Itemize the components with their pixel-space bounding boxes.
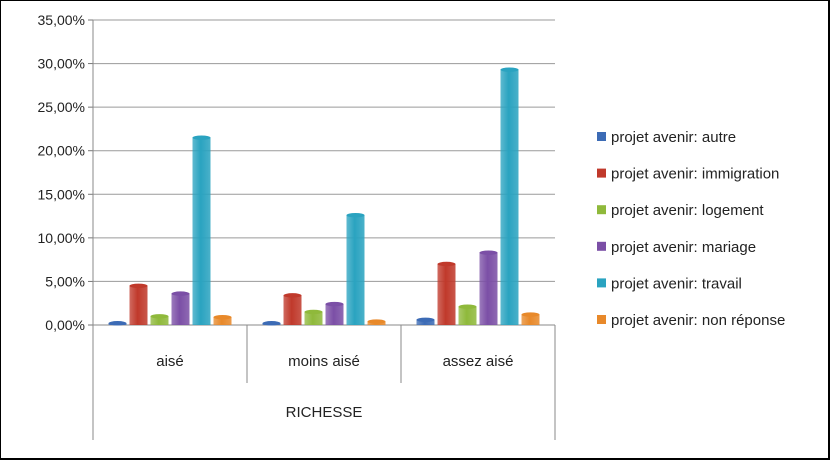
y-tick-label: 25,00% xyxy=(38,99,85,115)
bar xyxy=(521,314,540,325)
category-label: aisé xyxy=(156,353,184,370)
bar xyxy=(479,252,498,325)
bar xyxy=(346,215,365,325)
legend-swatch xyxy=(597,205,606,215)
bar-top xyxy=(479,250,498,255)
category-label: moins aisé xyxy=(288,353,360,370)
bar xyxy=(416,319,435,325)
bar-top xyxy=(304,309,323,315)
legend-swatch xyxy=(597,132,606,141)
legend-swatch xyxy=(597,168,606,178)
bar-top xyxy=(500,67,519,72)
bar-top xyxy=(108,321,127,326)
bar xyxy=(500,69,519,326)
legend-swatch xyxy=(597,278,606,288)
y-tick-label: 10,00% xyxy=(38,230,85,246)
bars xyxy=(108,67,540,326)
bar-top xyxy=(437,261,456,267)
bar-top xyxy=(458,304,477,309)
bar xyxy=(129,285,148,325)
x-axis-title: RICHESSE xyxy=(286,404,363,421)
bar-top xyxy=(367,319,386,324)
legend-swatch xyxy=(597,241,606,251)
bar-top xyxy=(416,317,435,322)
bar-top xyxy=(171,291,190,296)
legend: projet avenir: autre projet avenir: immig… xyxy=(597,129,785,329)
legend-label: projet avenir: mariage xyxy=(611,239,756,256)
bar xyxy=(325,304,344,325)
bar xyxy=(192,137,211,325)
y-tick-label: 15,00% xyxy=(38,186,85,202)
y-tick-label: 30,00% xyxy=(38,56,85,72)
y-tick-label: 0,00% xyxy=(45,317,85,333)
bar-top xyxy=(283,293,302,298)
axes xyxy=(88,19,556,440)
bar xyxy=(458,306,477,325)
bar-top xyxy=(213,314,232,320)
bar xyxy=(437,264,456,325)
bar-top xyxy=(192,135,211,140)
bar xyxy=(150,316,169,325)
bar-top xyxy=(346,213,365,218)
bar-top xyxy=(325,301,344,307)
bar-top xyxy=(150,314,169,319)
legend-label: projet avenir: non réponse xyxy=(611,312,785,329)
y-tick-label: 35,00% xyxy=(38,12,85,28)
axis-labels: 0,00% 5,00% 10,00% 15,00% 20,00% 25,00% 30,00%… xyxy=(38,12,514,370)
bar-top xyxy=(129,283,148,288)
legend-swatch xyxy=(597,315,606,324)
y-tick-label: 20,00% xyxy=(38,143,85,159)
bar xyxy=(171,293,190,325)
category-label: assez aisé xyxy=(443,353,514,370)
legend-label: projet avenir: immigration xyxy=(611,166,779,183)
legend-label: projet avenir: travail xyxy=(611,275,742,292)
bar-top xyxy=(521,312,540,317)
y-tick-label: 5,00% xyxy=(45,273,85,289)
legend-label: projet avenir: logement xyxy=(611,202,764,219)
bar-top xyxy=(262,321,281,326)
bar xyxy=(304,311,323,325)
bar xyxy=(283,295,302,325)
bar xyxy=(213,317,232,325)
legend-label: projet avenir: autre xyxy=(611,129,736,146)
